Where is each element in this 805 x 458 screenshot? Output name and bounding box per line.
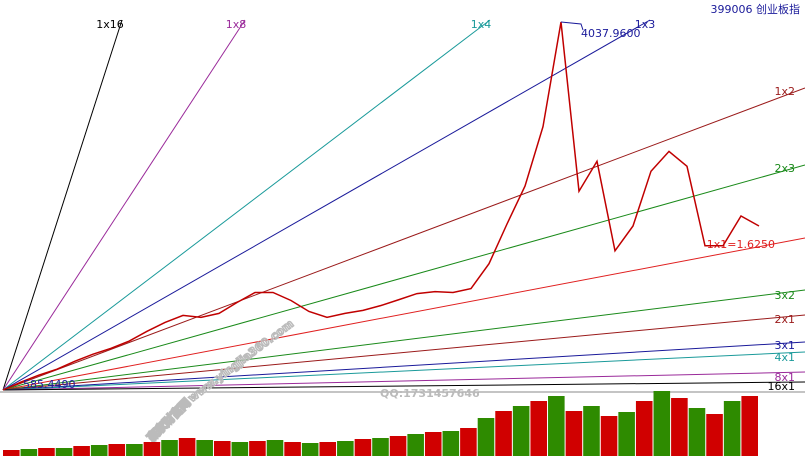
volume-bar: [653, 391, 671, 456]
volume-bar: [565, 411, 583, 456]
volume-bar: [266, 440, 284, 456]
volume-bar: [319, 442, 337, 456]
fan-label: 3x2: [774, 289, 795, 302]
fan-label: 1x1=1.6250: [707, 238, 775, 251]
volume-bar: [143, 442, 161, 456]
volume-bar: [407, 434, 424, 456]
volume-bar: [20, 449, 38, 456]
volume-bar: [512, 406, 530, 456]
volume-bar: [90, 445, 108, 456]
fan-label: 1x16: [96, 18, 124, 31]
fan-label: 1x4: [471, 18, 492, 31]
volume-bar: [249, 441, 266, 456]
peak-pointer: [560, 21, 584, 31]
volume-bar: [126, 444, 143, 456]
chart-title: 399006 创业板指: [711, 2, 801, 16]
volume-bar: [530, 401, 548, 456]
fan-line: [2, 341, 805, 391]
volume-bar: [3, 450, 20, 456]
volume-bar: [548, 396, 565, 456]
fan-label: 1x2: [774, 85, 795, 98]
volume-bar: [442, 431, 460, 456]
fan-label: 1x3: [635, 18, 656, 31]
volume-bar: [688, 408, 706, 456]
volume-bar: [372, 438, 389, 456]
volume-bar: [337, 441, 354, 456]
low-label: 585.4490: [23, 378, 76, 391]
volume-bar: [583, 406, 600, 456]
fan-line: [2, 87, 805, 391]
fan-line: [2, 19, 491, 391]
volume-bar: [477, 418, 495, 456]
fan-line: [2, 351, 805, 391]
fan-line: [2, 314, 805, 391]
fan-label: 3x1: [774, 339, 795, 352]
fan-line: [2, 164, 805, 391]
volume-bar: [741, 396, 758, 456]
volume-bar: [460, 428, 477, 456]
volume-bar: [495, 411, 512, 456]
volume-bar: [73, 446, 90, 456]
volume-bar: [635, 401, 653, 456]
volume-bar: [55, 448, 73, 456]
volume-bar: [178, 438, 196, 456]
volume-bar: [213, 441, 231, 456]
fan-line: [2, 237, 805, 391]
fan-label: 2x3: [774, 162, 795, 175]
volume-bar: [161, 440, 178, 456]
volume-bar: [723, 401, 741, 456]
fan-label: 4x1: [774, 351, 795, 364]
volume-bar: [301, 443, 319, 456]
volume-bar: [600, 416, 618, 456]
fan-line: [2, 381, 805, 391]
volume-bar: [389, 436, 407, 456]
volume-bar: [618, 412, 635, 456]
fan-label: 2x1: [774, 313, 795, 326]
volume-bar: [354, 439, 372, 456]
fan-line: [2, 19, 123, 391]
volume-bar: [284, 442, 301, 456]
volume-bar: [38, 448, 55, 456]
price-line: [2, 21, 760, 391]
peak-label: 4037.9600: [581, 27, 641, 40]
fan-label: 1x8: [226, 18, 247, 31]
fan-line: [2, 371, 805, 391]
volume-bar: [196, 440, 213, 456]
watermark: QQ:1731457646: [380, 387, 480, 400]
fan-line: [2, 289, 805, 391]
fan-label: 16x1: [767, 380, 795, 393]
volume-bar: [671, 398, 688, 456]
fan-line: [2, 19, 651, 391]
volume-bar: [706, 414, 723, 456]
volume-bar: [108, 444, 126, 456]
fan-line: [2, 19, 246, 391]
volume-bar: [424, 432, 442, 456]
volume-bar: [231, 442, 249, 456]
fan-label: 8x1: [774, 371, 795, 384]
